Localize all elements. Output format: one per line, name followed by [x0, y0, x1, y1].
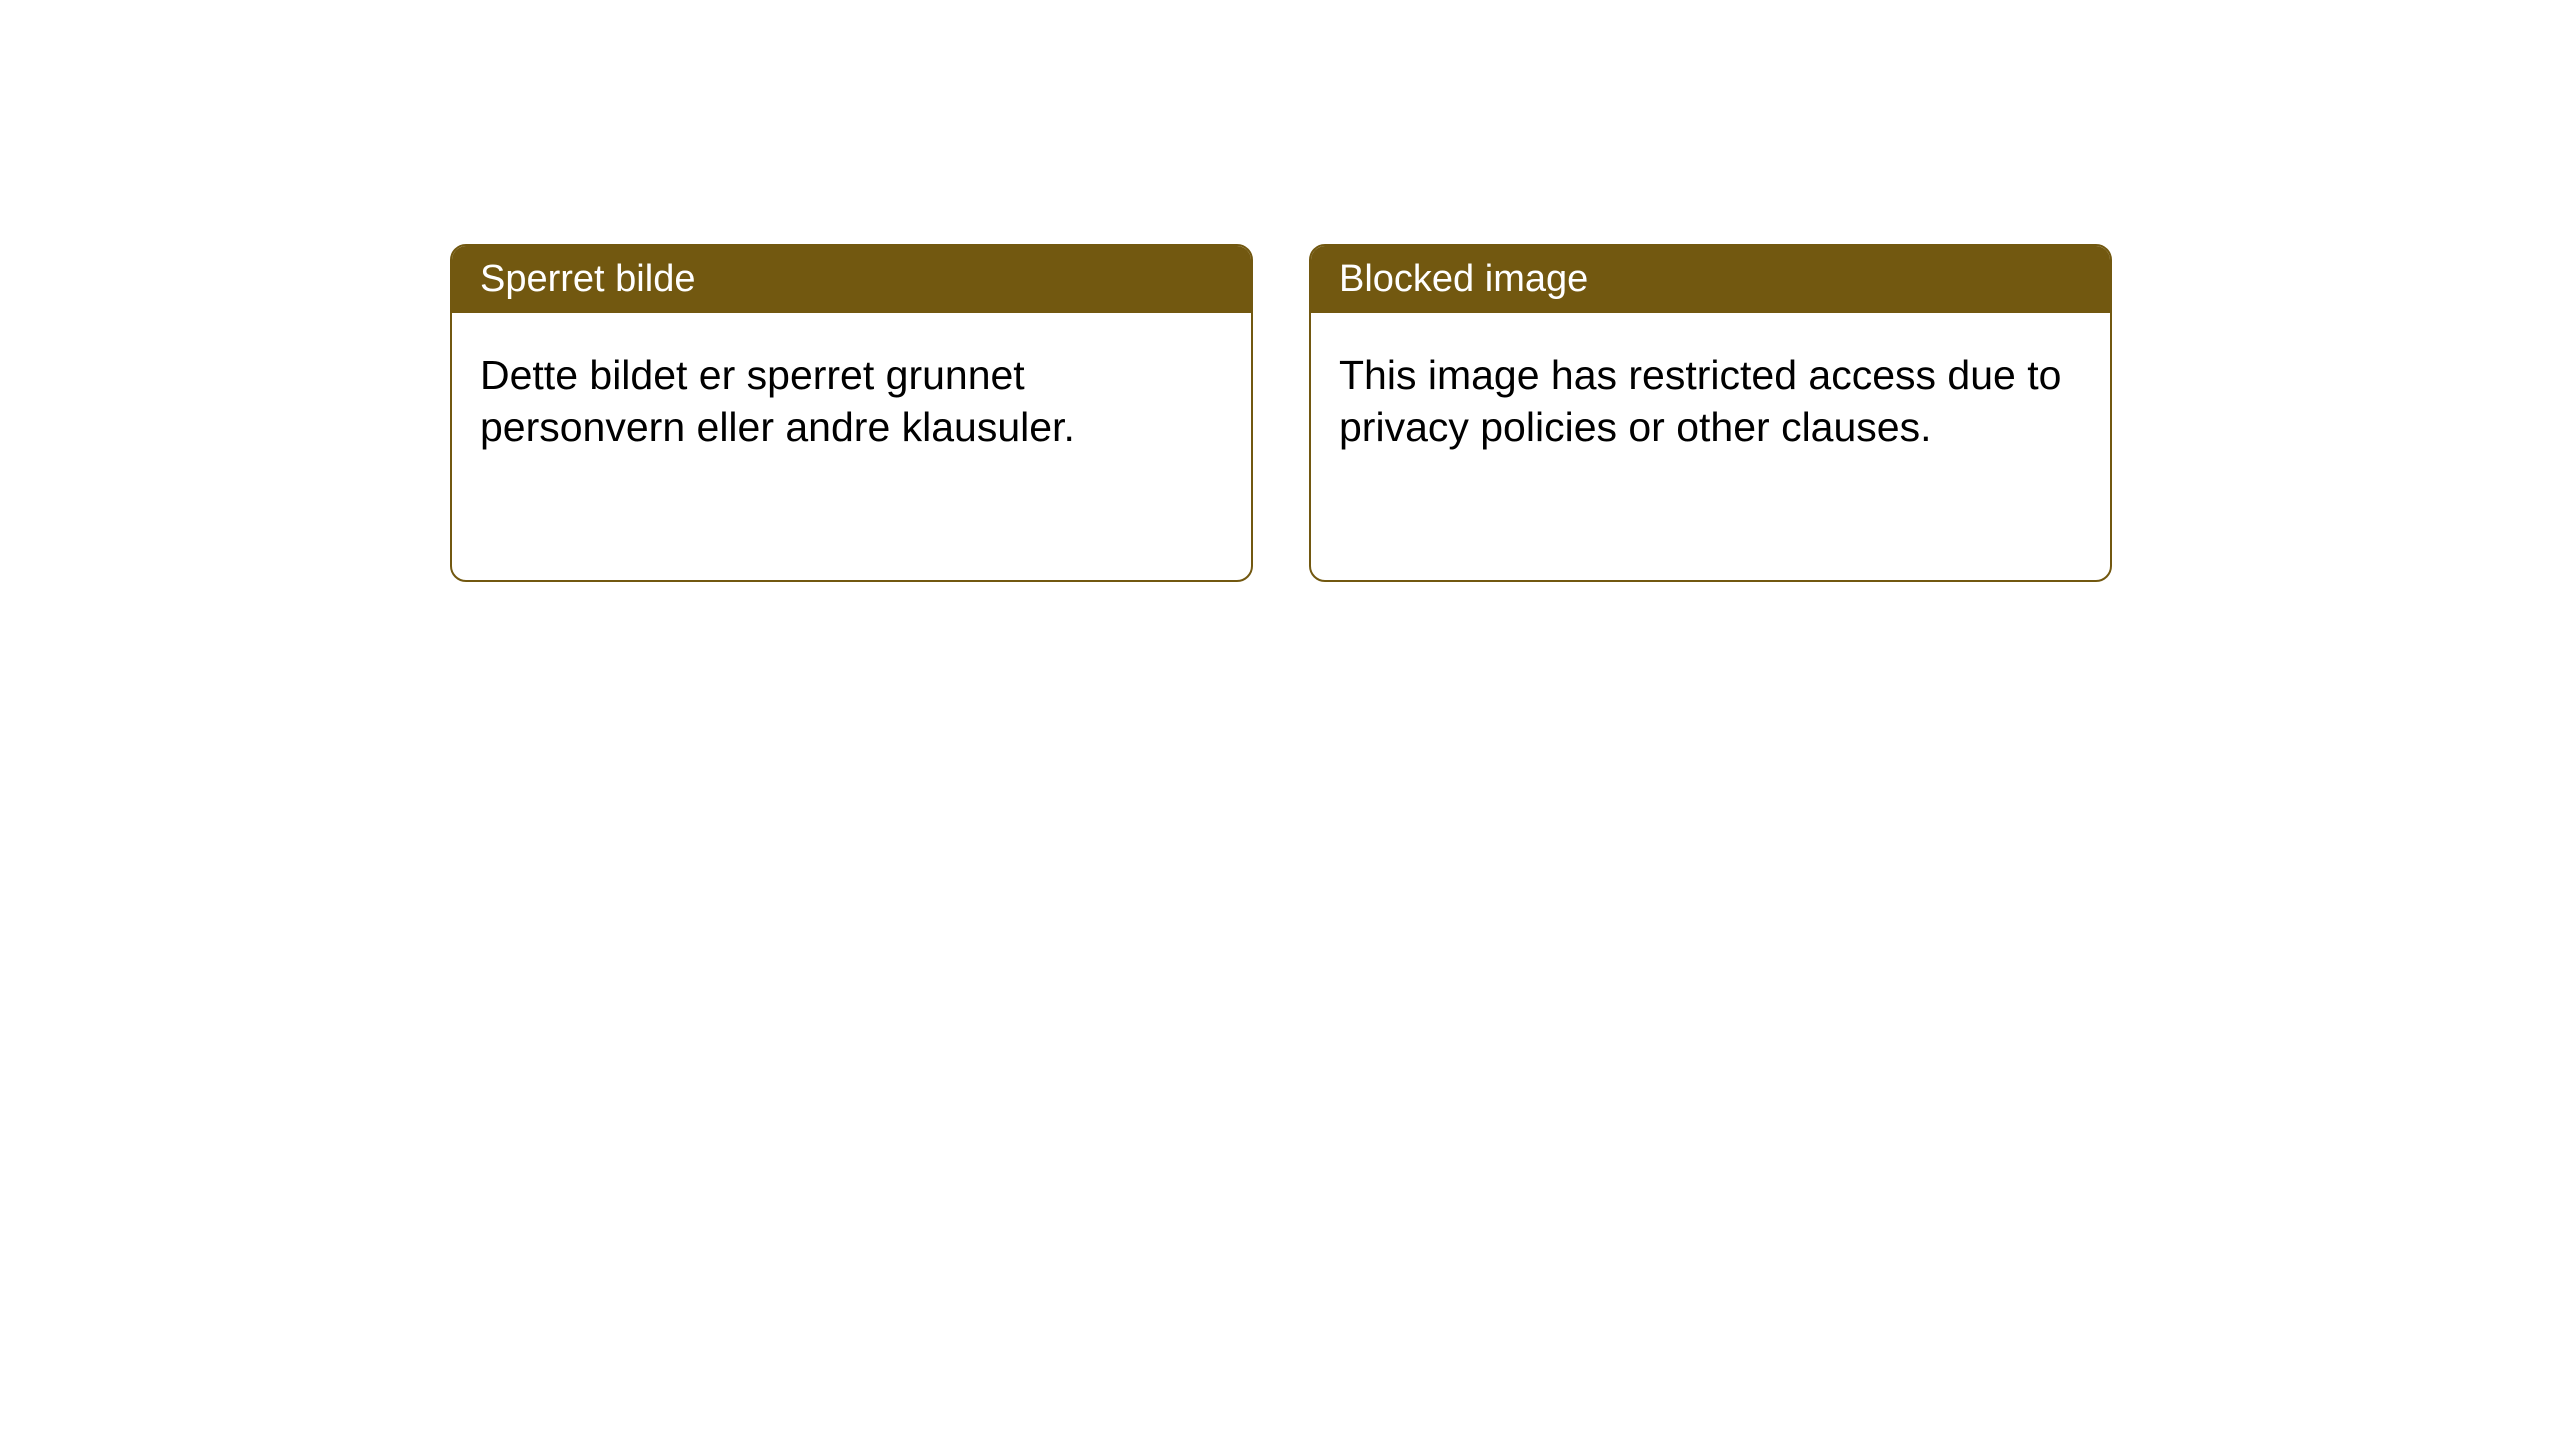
card-body-text: This image has restricted access due to … — [1339, 352, 2061, 450]
card-body: This image has restricted access due to … — [1311, 313, 2110, 490]
blocked-image-card-en: Blocked image This image has restricted … — [1309, 244, 2112, 582]
card-body-text: Dette bildet er sperret grunnet personve… — [480, 352, 1075, 450]
card-header: Sperret bilde — [452, 246, 1251, 313]
card-title: Blocked image — [1339, 258, 1588, 300]
blocked-image-card-no: Sperret bilde Dette bildet er sperret gr… — [450, 244, 1253, 582]
card-header: Blocked image — [1311, 246, 2110, 313]
card-title: Sperret bilde — [480, 258, 695, 300]
card-body: Dette bildet er sperret grunnet personve… — [452, 313, 1251, 490]
notice-cards-container: Sperret bilde Dette bildet er sperret gr… — [450, 244, 2112, 582]
